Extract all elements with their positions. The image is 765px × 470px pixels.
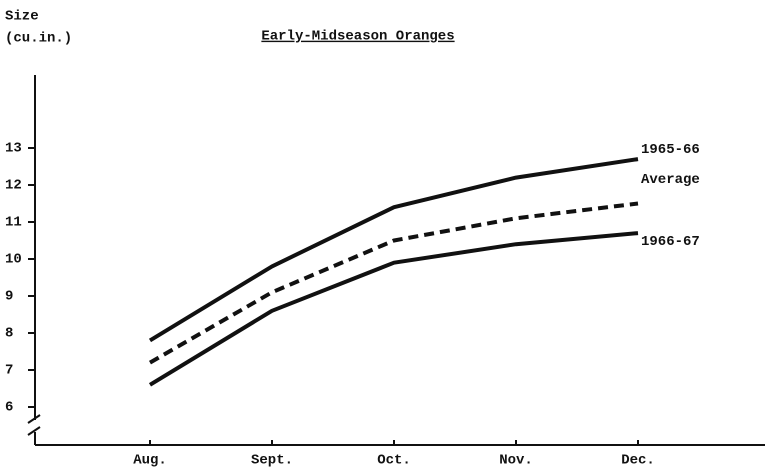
y-tick-label: 11 <box>5 215 22 231</box>
x-tick-label: Nov. <box>499 453 533 469</box>
series-line <box>148 157 639 343</box>
series-label: 1966-67 <box>641 234 700 250</box>
y-axis-label: (cu.in.) <box>5 31 72 47</box>
y-tick-label: 12 <box>5 178 22 194</box>
series-label: 1965-66 <box>641 142 700 158</box>
x-tick-label: Aug. <box>133 453 167 469</box>
chart-title: Early-Midseason Oranges <box>261 29 454 45</box>
x-tick-label: Oct. <box>377 453 411 469</box>
axis-break <box>27 426 41 436</box>
y-tick-label: 13 <box>5 141 22 157</box>
y-tick-label: 9 <box>5 289 13 305</box>
axis-break <box>27 414 41 424</box>
y-tick-label: 10 <box>5 252 22 268</box>
y-tick-label: 7 <box>5 363 13 379</box>
x-tick-label: Dec. <box>621 453 655 469</box>
series-label: Average <box>641 172 700 188</box>
y-tick-label: 8 <box>5 326 13 342</box>
x-tick-label: Sept. <box>251 453 293 469</box>
y-tick-label: 6 <box>5 400 13 416</box>
series-line <box>148 231 639 387</box>
y-axis-label: Size <box>5 9 39 25</box>
series-line <box>149 201 639 365</box>
